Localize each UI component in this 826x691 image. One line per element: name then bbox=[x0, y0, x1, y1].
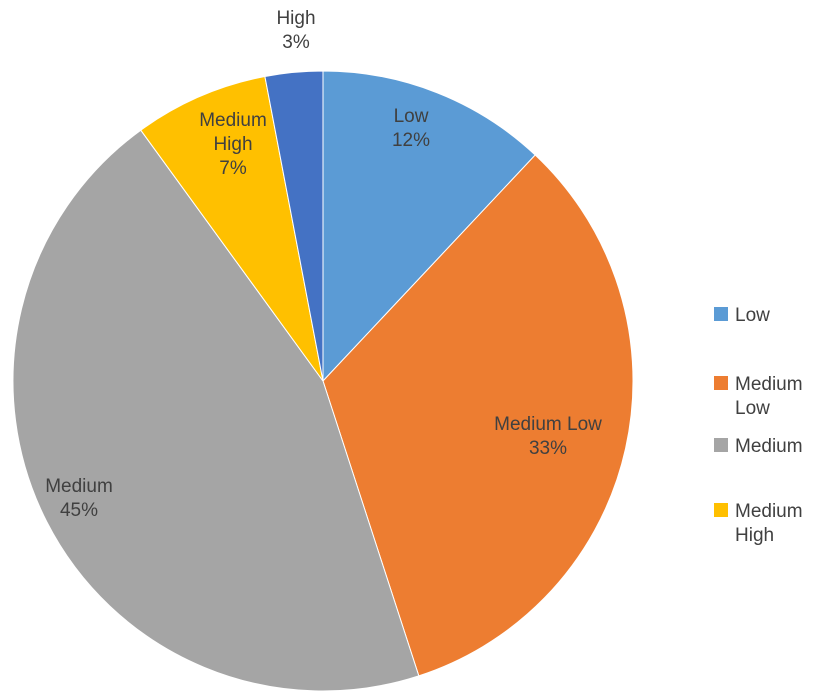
data-label-high: High 3% bbox=[276, 8, 315, 53]
legend-label: Low bbox=[735, 305, 770, 326]
data-label-line: High bbox=[213, 134, 252, 155]
data-label-line: Medium bbox=[199, 110, 267, 131]
data-label-line: High bbox=[276, 8, 315, 29]
legend-entry-low: Low bbox=[714, 305, 770, 326]
data-label-line: 7% bbox=[219, 158, 247, 179]
data-label-low: Low 12% bbox=[392, 106, 430, 151]
legend-label: Medium High bbox=[735, 501, 803, 546]
data-label-line: 33% bbox=[529, 438, 567, 459]
data-label-medium: Medium 45% bbox=[45, 476, 113, 521]
legend-label-line: Low bbox=[735, 305, 770, 326]
data-label-line: 12% bbox=[392, 130, 430, 151]
chart-legend: Low Medium Low Medium Medium High bbox=[714, 305, 803, 546]
pie-slice-high bbox=[264, 70, 324, 382]
legend-label: Medium Low bbox=[735, 374, 803, 419]
legend-label-line: Medium bbox=[735, 374, 803, 395]
data-label-line: Medium bbox=[45, 476, 113, 497]
legend-swatch bbox=[714, 438, 728, 452]
pie-slice-low bbox=[322, 70, 536, 383]
legend-swatch bbox=[714, 307, 728, 321]
legend-entry-medium-high: Medium High bbox=[714, 501, 803, 546]
legend-label-line: High bbox=[735, 525, 774, 546]
data-label-line: 45% bbox=[60, 500, 98, 521]
pie-slice-medium-high bbox=[140, 75, 324, 382]
pie-slice-medium-low bbox=[322, 154, 634, 677]
data-label-line: Medium Low bbox=[494, 414, 602, 435]
legend-swatch bbox=[714, 376, 728, 390]
pie-data-labels: Low 12% Medium Low 33% Medium 45% Medium High 7%… bbox=[45, 8, 602, 521]
data-label-line: Low bbox=[394, 106, 429, 127]
legend-label-line: Low bbox=[735, 398, 770, 419]
legend-label-line: Medium bbox=[735, 501, 803, 522]
legend-entry-medium-low: Medium Low bbox=[714, 374, 803, 419]
legend-entry-medium: Medium bbox=[714, 436, 803, 457]
legend-label-line: Medium bbox=[735, 436, 803, 457]
legend-swatch bbox=[714, 503, 728, 517]
pie-slice-medium bbox=[12, 129, 420, 691]
legend-label: Medium bbox=[735, 436, 803, 457]
data-label-medium-high: Medium High 7% bbox=[199, 110, 267, 179]
data-label-line: 3% bbox=[282, 32, 310, 53]
pie-slices bbox=[12, 70, 634, 691]
data-label-medium-low: Medium Low 33% bbox=[494, 414, 602, 459]
